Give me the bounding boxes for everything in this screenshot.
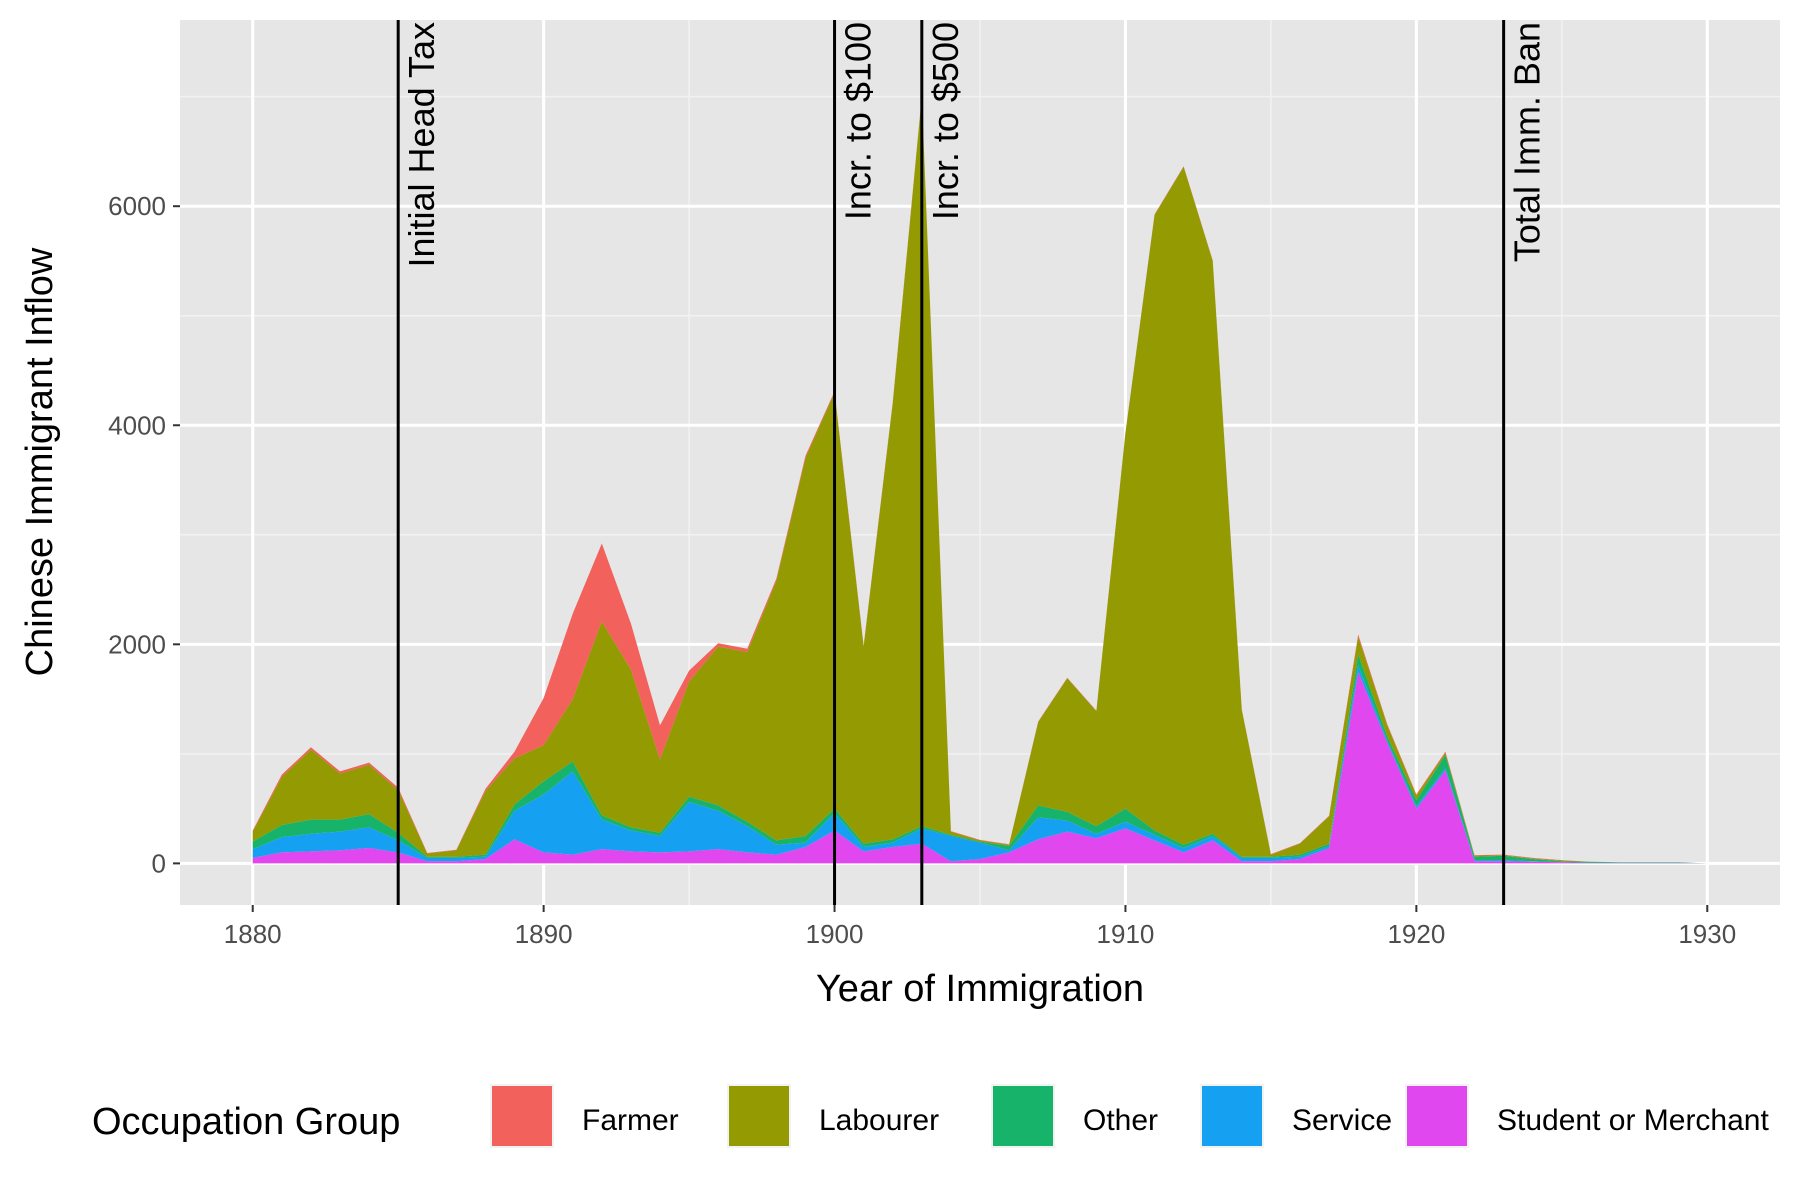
legend-label-farmer: Farmer xyxy=(582,1104,679,1137)
x-tick-label: 1880 xyxy=(224,919,282,949)
x-axis-title: Year of Immigration xyxy=(816,968,1144,1010)
x-tick-label: 1930 xyxy=(1678,919,1736,949)
y-tick-label: 2000 xyxy=(108,629,166,659)
x-axis-ticks: 1880 1890 1900 1910 1920 1930 xyxy=(224,905,1736,949)
y-axis-title: Chinese Immigrant Inflow xyxy=(19,247,61,676)
legend-key-farmer xyxy=(492,1086,552,1146)
y-tick-label: 6000 xyxy=(108,191,166,221)
legend-label-student-or-merchant: Student or Merchant xyxy=(1497,1104,1769,1137)
annotation-lines: Initial Head Tax Incr. to $100 Incr. to $5… xyxy=(396,20,1548,905)
x-tick-label: 1910 xyxy=(1097,919,1155,949)
annotation-label: Incr. to $100 xyxy=(838,22,879,220)
y-tick-label: 0 xyxy=(152,848,166,878)
legend-label-service: Service xyxy=(1292,1104,1392,1137)
y-axis-ticks: 0 2000 4000 6000 xyxy=(108,191,180,878)
annotation-label: Initial Head Tax xyxy=(401,22,442,267)
legend-key-service xyxy=(1202,1086,1262,1146)
legend-key-student-or-merchant xyxy=(1407,1086,1467,1146)
legend: Occupation Group Farmer Labourer Other Serv… xyxy=(92,1084,1769,1148)
x-tick-label: 1890 xyxy=(515,919,573,949)
area-labourer xyxy=(252,96,1708,864)
legend-label-labourer: Labourer xyxy=(819,1104,939,1137)
grid-minor xyxy=(180,20,1780,905)
legend-label-other: Other xyxy=(1083,1104,1158,1137)
x-tick-label: 1920 xyxy=(1387,919,1445,949)
legend-key-labourer xyxy=(729,1086,789,1146)
legend-title: Occupation Group xyxy=(92,1101,400,1143)
annotation-label: Incr. to $500 xyxy=(925,22,966,220)
y-tick-label: 4000 xyxy=(108,410,166,440)
legend-key-other xyxy=(993,1086,1053,1146)
area-student-or-merchant xyxy=(252,671,1708,864)
annotation-label: Total Imm. Ban xyxy=(1507,22,1548,262)
x-tick-label: 1900 xyxy=(806,919,864,949)
